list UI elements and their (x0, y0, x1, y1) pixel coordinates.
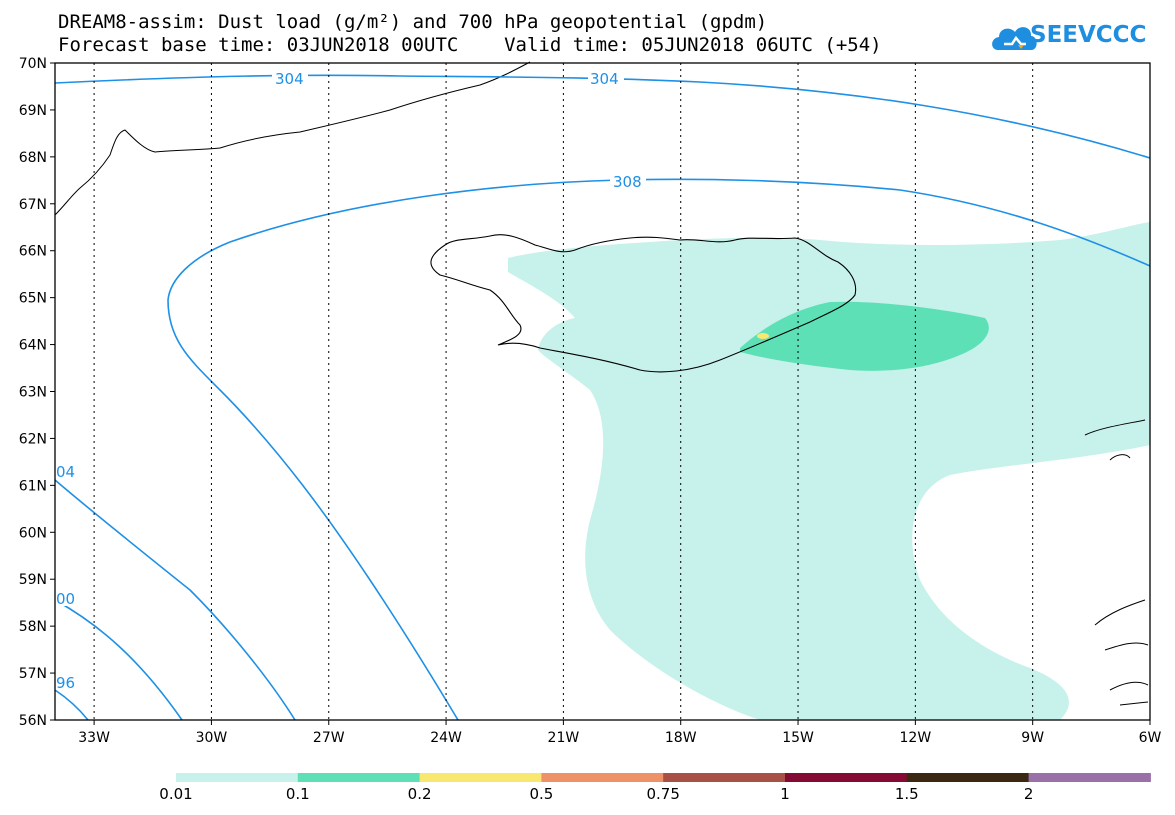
lon-tick-label: 12W (900, 730, 932, 746)
lat-tick-label: 60N (19, 525, 47, 541)
colorbar-segment (906, 773, 1030, 782)
colorbar-label: 1.5 (894, 785, 919, 803)
lon-tick-label: 27W (313, 730, 345, 746)
lat-tick-label: 57N (19, 666, 47, 682)
coastline-iceland (430, 234, 857, 373)
contour-304 (54, 74, 1151, 159)
contour-label: 304 (590, 70, 619, 88)
colorbar-segment (176, 773, 299, 782)
lat-tick-label: 62N (19, 431, 47, 447)
lat-tick-label: 68N (19, 150, 47, 166)
contour-label: 304 (275, 70, 304, 88)
contour-label: 96 (56, 674, 75, 692)
colorbar-segment (785, 773, 908, 782)
lat-tick-label: 70N (19, 56, 47, 72)
lat-tick-label: 63N (19, 385, 47, 401)
lat-tick-label: 61N (19, 478, 47, 494)
contour-308 (167, 178, 1151, 721)
coastline-greenland (54, 61, 531, 216)
lon-tick-label: 33W (78, 730, 110, 746)
colorbar-label: 2 (1023, 785, 1034, 803)
lon-tick-label: 21W (548, 730, 580, 746)
lon-tick-label: 9W (1021, 730, 1044, 746)
contour-296 (54, 689, 89, 721)
lat-tick-label: 64N (19, 338, 47, 354)
dust-area-low (508, 222, 1150, 720)
colorbar-segment (663, 773, 786, 782)
colorbar-segment (1028, 773, 1151, 782)
geopotential-contours (54, 74, 1151, 721)
dust-area-medium (740, 301, 989, 371)
colorbar-label: 0.2 (407, 785, 432, 803)
colorbar-label: 1 (780, 785, 790, 803)
colorbar-label: 0.75 (646, 785, 680, 803)
dust-area-high (757, 333, 769, 339)
coastline-scotland (1084, 419, 1149, 706)
chart-title-line-1: DREAM8-assim: Dust load (g/m²) and 700 h… (58, 11, 768, 33)
lon-tick-label: 18W (665, 730, 697, 746)
lat-tick-label: 58N (19, 619, 47, 635)
colorbar-segment (419, 773, 542, 782)
cloud-logo-icon (992, 27, 1037, 50)
lat-tick-label: 65N (19, 291, 47, 307)
lat-tick-label: 59N (19, 572, 47, 588)
lon-tick-label: 24W (430, 730, 462, 746)
lat-tick-label: 67N (19, 197, 47, 213)
colorbar-segment (297, 773, 421, 782)
contour-label: 00 (56, 590, 75, 608)
lat-tick-label: 56N (19, 713, 47, 729)
lon-tick-label: 15W (782, 730, 814, 746)
contour-300 (54, 599, 183, 721)
chart-title-line-2: Forecast base time: 03JUN2018 00UTC Vali… (58, 34, 882, 56)
colorbar-label: 0.5 (529, 785, 554, 803)
axis-ticks: 33W 30W 27W 24W 21W 18W 15W 12W 9W 6W 70N 69N 68N 67N… (19, 56, 1162, 746)
colorbar-label: 0.1 (285, 785, 310, 803)
lat-tick-label: 69N (19, 103, 47, 119)
colorbar-label: 0.01 (159, 785, 193, 803)
contour-label: 308 (613, 173, 642, 191)
logo-text: SEEVCCC (1030, 22, 1147, 48)
colorbar (176, 773, 1151, 782)
lon-tick-label: 6W (1139, 730, 1162, 746)
contour-label: 04 (56, 463, 75, 481)
contour-304-sw (54, 479, 296, 721)
lat-tick-label: 66N (19, 244, 47, 260)
lon-tick-label: 30W (196, 730, 228, 746)
map-grid (93, 63, 1034, 720)
contour-labels: 304 304 308 04 00 96 (55, 70, 646, 692)
colorbar-segment (541, 773, 664, 782)
